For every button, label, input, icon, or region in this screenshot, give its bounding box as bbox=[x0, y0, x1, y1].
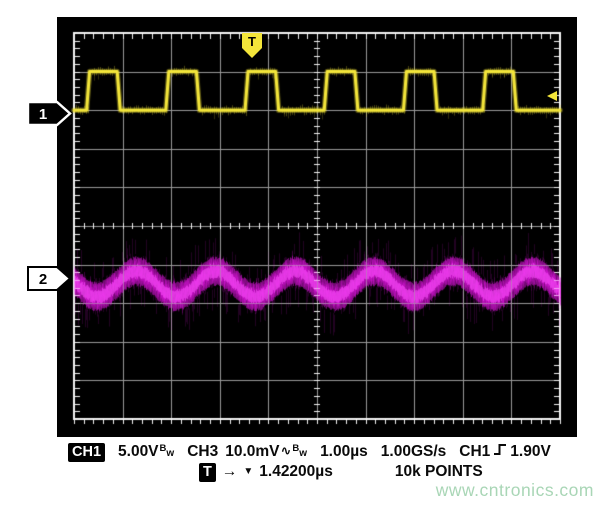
ch1-scale-group: 5.00V B w bbox=[118, 443, 174, 461]
trigger-level-arrow-shape bbox=[547, 91, 557, 101]
ch1-marker-shape bbox=[26, 100, 72, 127]
ch1-marker-label: 1 bbox=[39, 106, 47, 123]
trigger-position-flag: T bbox=[242, 33, 262, 58]
bw-sub: w bbox=[299, 448, 308, 459]
ch1-scale: 5.00V bbox=[118, 443, 159, 460]
ch2-marker-label: 2 bbox=[39, 271, 47, 288]
ac-coupling-sine-icon: ∿ bbox=[280, 443, 292, 458]
trigger-flag-label: T bbox=[248, 34, 256, 49]
readout-line2: T → ▼ 1.42200µs 10k POINTS bbox=[199, 463, 483, 482]
rising-edge-icon bbox=[494, 444, 507, 455]
trigger-readout-group: CH1 1.90V bbox=[459, 441, 551, 461]
trigger-source: CH1 bbox=[459, 443, 491, 460]
ch3-scale-group: CH3 10.0mV ∿ B w bbox=[187, 443, 307, 461]
ch1-badge: CH1 bbox=[68, 443, 106, 462]
ch2-ground-marker: 2 bbox=[27, 266, 72, 291]
trigger-arrow-icon: → bbox=[221, 463, 238, 480]
ch1-bandwidth-limit-indicator: B w bbox=[160, 443, 175, 459]
trigger-delay-readout: 1.42200µs bbox=[259, 463, 333, 480]
ch1-ground-marker: 1 bbox=[26, 100, 72, 127]
trigger-delay-marker-icon: ▼ bbox=[243, 466, 254, 477]
trigger-flag-shape bbox=[242, 33, 262, 58]
watermark: www.cntronics.com bbox=[435, 480, 594, 500]
bw-sup: B bbox=[159, 443, 167, 454]
readout-line1: CH1 5.00V B w CH3 10.0mV ∿ B w 1.00µs 1.… bbox=[68, 441, 551, 462]
bw-sup: B bbox=[292, 443, 300, 454]
record-length-readout: 10k POINTS bbox=[394, 463, 483, 480]
ch3-scale: 10.0mV bbox=[225, 443, 280, 460]
ch2-marker-shape bbox=[27, 266, 72, 291]
trigger-badge: T bbox=[199, 463, 216, 482]
ch3-label: CH3 bbox=[187, 443, 219, 460]
trigger-level-readout: 1.90V bbox=[510, 443, 551, 460]
bw-sub: w bbox=[166, 448, 175, 459]
trigger-level-icon bbox=[547, 91, 557, 101]
timebase-readout: 1.00µs bbox=[320, 443, 368, 460]
sample-rate-readout: 1.00GS/s bbox=[380, 443, 447, 460]
ch3-bandwidth-limit-indicator: B w bbox=[292, 443, 308, 459]
waveform-display bbox=[57, 17, 577, 437]
